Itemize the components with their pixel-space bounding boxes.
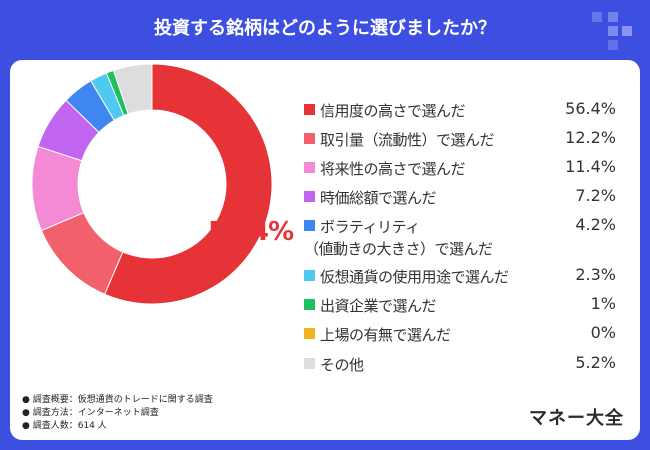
legend-label: 上場の有無で選んだ [320, 326, 451, 344]
legend-swatch [304, 133, 315, 144]
legend-item: 上場の有無で選んだ 0% [304, 323, 616, 346]
legend-swatch [304, 270, 315, 281]
page-title: 投資する銘柄はどのように選びましたか？ [154, 18, 496, 39]
legend-value: 2.3% [575, 265, 616, 284]
legend-label: 時価総額で選んだ [320, 189, 437, 207]
legend-value: 5.2% [575, 353, 616, 372]
legend-label: 仮想通貨の使用用途で選んだ [320, 268, 509, 286]
survey-notes: ● 調査概要：仮想通貨のトレードに関する調査 ● 調査方法：インターネット調査 … [22, 394, 213, 433]
legend-value: 1% [590, 294, 616, 313]
legend-swatch [304, 220, 315, 231]
donut-slice [112, 63, 153, 115]
note-survey-overview: ● 調査概要：仮想通貨のトレードに関する調査 [22, 395, 213, 405]
legend-label: 信用度の高さで選んだ [320, 102, 466, 120]
corner-decoration [592, 12, 632, 50]
note-survey-method: ● 調査方法：インターネット調査 [22, 408, 159, 418]
legend-item: 仮想通貨の使用用途で選んだ 2.3% [304, 265, 616, 288]
donut-chart [31, 63, 273, 305]
brand-logo: マネー大全 [529, 408, 624, 429]
legend-value: 11.4% [565, 157, 616, 176]
legend-swatch [304, 328, 315, 339]
legend-swatch [304, 299, 315, 310]
legend-label: 将来性の高さで選んだ [320, 160, 466, 178]
legend-item: ボラティリティ （値動きの大きさ）で選んだ 4.2% [304, 215, 616, 260]
legend-label-line2: （値動きの大きさ）で選んだ [304, 240, 493, 258]
legend-swatch [304, 358, 315, 369]
legend-value: 56.4% [565, 99, 616, 118]
legend-label: 取引量（流動性）で選んだ [320, 131, 495, 149]
note-survey-count: ● 調査人数：614 人 [22, 421, 107, 431]
legend-item: その他 5.2% [304, 353, 616, 376]
legend-label: その他 [320, 356, 364, 374]
legend-value: 7.2% [575, 186, 616, 205]
legend-label: 出資企業で選んだ [320, 297, 437, 315]
legend-swatch [304, 191, 315, 202]
legend-item: 時価総額で選んだ 7.2% [304, 186, 616, 209]
legend-value: 12.2% [565, 128, 616, 147]
legend-swatch [304, 104, 315, 115]
legend-swatch [304, 162, 315, 173]
legend-item: 将来性の高さで選んだ 11.4% [304, 157, 616, 180]
legend-value: 0% [590, 323, 616, 342]
legend-item: 信用度の高さで選んだ 56.4% [304, 99, 616, 122]
center-percentage-label: 56.4% [208, 217, 294, 247]
legend-value: 4.2% [575, 215, 616, 234]
legend-label: ボラティリティ [320, 218, 420, 236]
donut-slice [103, 63, 273, 305]
legend-item: 出資企業で選んだ 1% [304, 294, 616, 317]
legend-item: 取引量（流動性）で選んだ 12.2% [304, 128, 616, 151]
